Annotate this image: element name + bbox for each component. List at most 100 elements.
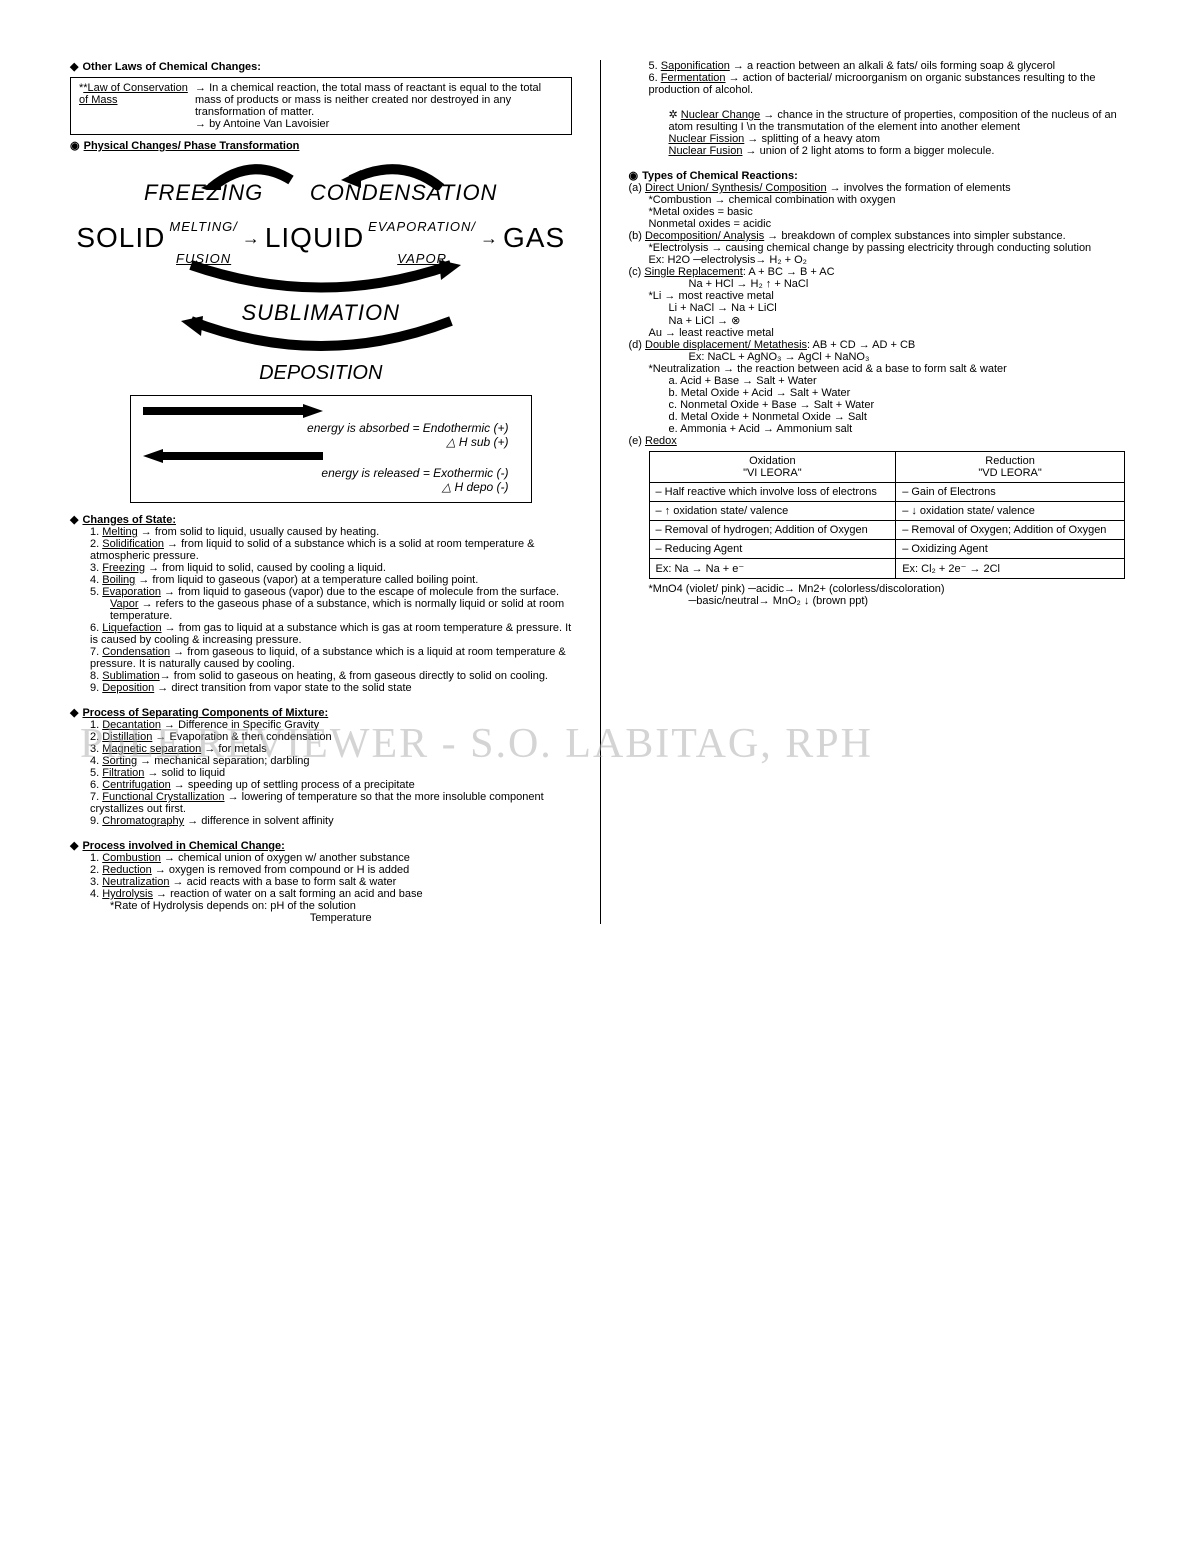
def: Evaporation & then condensation xyxy=(170,731,332,743)
fission-def: splitting of a heavy atom xyxy=(761,133,880,145)
laws-title: Other Laws of Chemical Changes: xyxy=(70,60,572,73)
c-sub1: *Li → most reactive metal xyxy=(629,290,1131,302)
vapor-def: refers to the gaseous phase of a substan… xyxy=(110,598,564,622)
law-name-text: *Law of Conservation of Mass xyxy=(79,82,188,106)
vapor-term: Vapor xyxy=(110,598,139,610)
fusion-label: FUSION xyxy=(176,251,231,266)
arrow-right-icon xyxy=(143,404,323,418)
a-sub1: *Combustion → chemical combination with … xyxy=(629,194,1131,206)
fission-term: Nuclear Fission xyxy=(669,133,745,145)
term: Distillation xyxy=(102,731,152,743)
def: from liquid to gaseous (vapor) due to th… xyxy=(178,586,559,598)
term: Freezing xyxy=(102,562,145,574)
ferm-term: Fermentation xyxy=(661,72,726,84)
redox-table: Oxidation"VI LEORA" Reduction"VD LEORA" … xyxy=(649,451,1125,579)
def: acid reacts with a base to form salt & w… xyxy=(187,876,397,888)
cell: – ↑ oxidation state/ valence xyxy=(649,502,896,521)
law-name: **Law of Conservation of Mass xyxy=(79,82,189,130)
cell: – Half reactive which involve loss of el… xyxy=(649,483,896,502)
term: Sublimation xyxy=(102,670,159,682)
types-title: Types of Chemical Reactions: xyxy=(629,169,1131,182)
hydro-note2: Temperature xyxy=(90,912,572,924)
liquid-label: LIQUID xyxy=(265,222,364,254)
cell: Ex: Na → Na + e⁻ xyxy=(649,559,896,579)
def: solid to liquid xyxy=(162,767,226,779)
c-def: A + BC → B + AC xyxy=(748,266,834,278)
term: Chromatography xyxy=(102,815,184,827)
c-sub2: Li + NaCl → Na + LiCl xyxy=(629,302,1131,314)
def: oxygen is removed from compound or H is … xyxy=(169,864,409,876)
right-column: 5. Saponification → a reaction between a… xyxy=(629,60,1131,924)
term: Decantation xyxy=(102,719,161,731)
fusion-def: union of 2 light atoms to form a bigger … xyxy=(760,145,995,157)
cell: – Reducing Agent xyxy=(649,540,896,559)
law-def1: In a chemical reaction, the total mass o… xyxy=(195,82,541,118)
b-sub1: *Electrolysis → causing chemical change … xyxy=(629,242,1131,254)
page: Other Laws of Chemical Changes: **Law of… xyxy=(70,60,1130,924)
sapon-term: Saponification xyxy=(661,60,730,72)
term: Evaporation xyxy=(102,586,161,598)
changes-title-text: Changes of State: xyxy=(82,514,176,526)
arrow-left-icon xyxy=(143,449,323,463)
term: Deposition xyxy=(102,682,154,694)
d-term: Double displacement/ Metathesis xyxy=(645,339,807,351)
d-list-item: a. Acid + Base → Salt + Water xyxy=(629,375,1131,387)
d-def: AB + CD → AD + CB xyxy=(813,339,916,351)
d-ex: Ex: NaCL + AgNO₃ → AgCl + NaNO₃ xyxy=(629,351,1131,363)
cell: – ↓ oxidation state/ valence xyxy=(896,502,1125,521)
term: Magnetic separation xyxy=(102,743,201,755)
endo-text: energy is absorbed = Endothermic (+) xyxy=(143,421,519,435)
left-column: Other Laws of Chemical Changes: **Law of… xyxy=(70,60,572,924)
phase-title-text: Physical Changes/ Phase Transformation xyxy=(84,140,300,152)
fusion-term: Nuclear Fusion xyxy=(669,145,743,157)
term: Sorting xyxy=(102,755,137,767)
solid-label: SOLID xyxy=(76,222,165,254)
term: Filtration xyxy=(102,767,144,779)
sapon-def: a reaction between an alkali & fats/ oil… xyxy=(747,60,1055,72)
sep-list: 1. Decantation → Difference in Specific … xyxy=(70,719,572,827)
d-list-item: d. Metal Oxide + Nonmetal Oxide → Salt xyxy=(629,411,1131,423)
column-divider xyxy=(600,60,601,924)
def: direct transition from vapor state to th… xyxy=(171,682,411,694)
c-ex: Na + HCl → H₂ ↑ + NaCl xyxy=(629,278,1131,290)
def: from gas to liquid at a substance which … xyxy=(90,622,571,646)
c-sub4: Au → least reactive metal xyxy=(629,327,1131,339)
def: from liquid to gaseous (vapor) at a temp… xyxy=(152,574,478,586)
a-sub2: *Metal oxides = basic xyxy=(629,206,1131,218)
a-def: involves the formation of elements xyxy=(844,182,1011,194)
phase-diagram: FREEZING CONDENSATION SOLID MELTING/ FUS… xyxy=(121,150,521,385)
def: for metals xyxy=(218,743,266,755)
e-term: Redox xyxy=(645,435,677,447)
term: Hydrolysis xyxy=(102,888,153,900)
changes-list: 1. Melting → from solid to liquid, usual… xyxy=(70,526,572,694)
term: Solidification xyxy=(102,538,164,550)
chem-list: 1. Combustion → chemical union of oxygen… xyxy=(70,852,572,924)
freezing-label: FREEZING xyxy=(144,180,263,206)
b-sub2: Ex: H2O ─electrolysis→ H₂ + O₂ xyxy=(629,254,1131,266)
redox-h2: Reduction"VD LEORA" xyxy=(896,452,1125,483)
condensation-label: CONDENSATION xyxy=(310,180,498,206)
sep-title: Process of Separating Components of Mixt… xyxy=(70,706,572,719)
cell: – Oxidizing Agent xyxy=(896,540,1125,559)
energy-box: energy is absorbed = Endothermic (+) △ H… xyxy=(130,395,532,503)
d-sub1: *Neutralization → the reaction between a… xyxy=(629,363,1131,375)
def: difference in solvent affinity xyxy=(201,815,333,827)
sep-title-text: Process of Separating Components of Mixt… xyxy=(82,707,328,719)
term: Reduction xyxy=(102,864,152,876)
a-term: Direct Union/ Synthesis/ Composition xyxy=(645,182,827,194)
gas-label: GAS xyxy=(503,222,565,254)
evap-label: EVAPORATION/ xyxy=(368,219,476,234)
term: Melting xyxy=(102,526,137,538)
b-term: Decomposition/ Analysis xyxy=(645,230,764,242)
def: from liquid to solid, caused by cooling … xyxy=(162,562,386,574)
sublimation-label: SUBLIMATION xyxy=(241,300,400,326)
def: mechanical separation; darbling xyxy=(154,755,309,767)
def: reaction of water on a salt forming an a… xyxy=(170,888,423,900)
term: Condensation xyxy=(102,646,170,658)
def: from solid to liquid, usually caused by … xyxy=(155,526,379,538)
law-def2: by Antoine Van Lavoisier xyxy=(209,118,329,130)
types-title-text: Types of Chemical Reactions: xyxy=(642,170,798,182)
exo2-text: △ H depo (-) xyxy=(143,480,519,494)
chem-title-text: Process involved in Chemical Change: xyxy=(82,840,284,852)
melting-label: MELTING/ xyxy=(169,219,237,234)
